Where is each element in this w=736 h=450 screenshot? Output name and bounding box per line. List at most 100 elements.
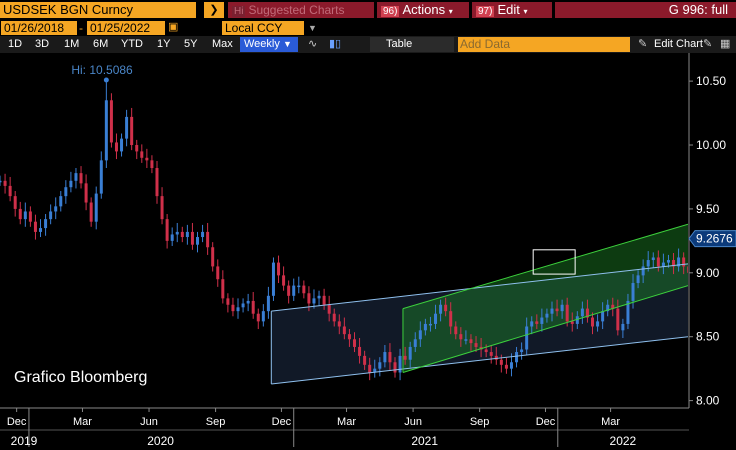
candle-body: [560, 304, 564, 312]
candle: [540, 308, 544, 332]
caret-down-icon: ▼: [282, 39, 292, 49]
end-date-input[interactable]: 01/25/2022: [87, 21, 165, 35]
currency-select[interactable]: Local CCY: [222, 21, 304, 35]
edit-button[interactable]: 97) Edit ▾: [472, 2, 552, 18]
chevron-down-icon[interactable]: ▼: [308, 23, 317, 33]
candle-body: [347, 334, 351, 340]
period-6m[interactable]: 6M: [93, 38, 109, 50]
candle: [484, 344, 488, 358]
period-1d[interactable]: 1D: [8, 38, 23, 50]
start-date-input[interactable]: 01/26/2018: [1, 21, 77, 35]
y-tick-label: 9.00: [696, 266, 720, 280]
period-5y[interactable]: 5Y: [184, 38, 198, 50]
frequency-select[interactable]: Weekly ▼: [240, 37, 298, 52]
more-icon[interactable]: ▦: [720, 38, 731, 50]
candle-body: [231, 304, 235, 312]
candle-body: [677, 257, 681, 267]
candle: [327, 295, 331, 322]
period-1m[interactable]: 1M: [64, 38, 80, 50]
candle-body: [201, 231, 205, 238]
candle-body: [114, 142, 118, 152]
candle: [13, 191, 17, 217]
candle-body: [33, 221, 37, 232]
y-tick-label: 9.50: [696, 202, 720, 216]
candle-body: [504, 364, 508, 369]
candle-body: [94, 193, 98, 222]
candle: [388, 343, 392, 370]
candle: [190, 222, 194, 250]
period-ytd[interactable]: YTD: [121, 38, 143, 50]
x-tick-label: Mar: [601, 416, 620, 428]
candle: [104, 80, 108, 169]
candle-body: [28, 211, 32, 222]
candle-body: [672, 260, 676, 267]
ticker-dropdown-icon[interactable]: ❯: [204, 2, 224, 18]
candle-body: [545, 313, 549, 318]
candle-body: [206, 231, 210, 248]
add-data-input[interactable]: Add Data: [458, 37, 630, 52]
actions-button[interactable]: 96) Actions ▾: [377, 2, 469, 18]
period-1y[interactable]: 1Y: [157, 38, 171, 50]
candle: [251, 291, 255, 319]
candle: [403, 346, 407, 365]
candle: [130, 107, 134, 151]
candle: [0, 175, 2, 186]
candle: [261, 304, 265, 327]
candle: [256, 308, 260, 330]
candle: [585, 299, 589, 323]
candle-body: [591, 317, 595, 327]
last-price-tag: [688, 230, 736, 248]
candle: [49, 204, 53, 225]
candle-body: [428, 323, 432, 326]
candle-body: [388, 352, 392, 363]
candle: [489, 345, 493, 364]
candle-body: [575, 316, 579, 324]
candle-body: [109, 100, 113, 143]
candle: [474, 336, 478, 353]
line-chart-icon[interactable]: ∿: [308, 38, 318, 50]
candle-body: [585, 308, 589, 318]
candle: [89, 197, 93, 227]
candle-body: [180, 231, 184, 238]
period-max[interactable]: Max: [212, 38, 233, 50]
candle-body: [39, 228, 43, 232]
candle: [687, 266, 688, 273]
period-3d[interactable]: 3D: [35, 38, 50, 50]
candle-body: [408, 346, 412, 360]
candlestick-icon[interactable]: ▮▯: [329, 38, 342, 50]
candle: [352, 332, 356, 353]
pencil-icon[interactable]: ✎: [638, 38, 648, 50]
candle-body: [636, 275, 640, 284]
candle-body: [104, 100, 108, 161]
candle: [358, 337, 362, 364]
year-label: 2021: [411, 434, 438, 448]
candle-body: [606, 304, 610, 312]
candle: [33, 214, 37, 240]
candle: [317, 290, 321, 307]
x-tick-label: Mar: [337, 416, 356, 428]
green-channel-upper-line: [402, 223, 688, 310]
candle: [692, 254, 695, 281]
ticker-field[interactable]: USDSEK BGN Curncy: [0, 2, 196, 18]
candle: [216, 259, 220, 287]
candle-body: [580, 308, 584, 317]
suggested-charts-button[interactable]: Hi Suggested Charts: [228, 2, 374, 18]
candle-body: [378, 362, 382, 369]
edit-chart-button[interactable]: Edit Chart: [654, 38, 703, 50]
candle: [469, 334, 473, 351]
table-label: Table: [386, 38, 413, 50]
calendar-icon[interactable]: ▣: [168, 21, 179, 33]
candle: [575, 311, 579, 330]
candle-body: [282, 275, 286, 286]
candle-body: [317, 295, 321, 299]
candle: [246, 293, 250, 312]
settings-icon[interactable]: ✎: [703, 38, 713, 50]
price-chart[interactable]: 8.00 8.50 9.00 9.50 10.00 10.50 9.2676 Dec Mar J…: [0, 53, 736, 450]
candle: [641, 259, 645, 284]
candle: [175, 222, 179, 243]
actions-label: Actions: [402, 2, 446, 17]
candle-body: [69, 180, 73, 188]
candle: [170, 227, 174, 246]
candle-body: [368, 364, 372, 373]
table-button[interactable]: Table: [370, 37, 454, 52]
